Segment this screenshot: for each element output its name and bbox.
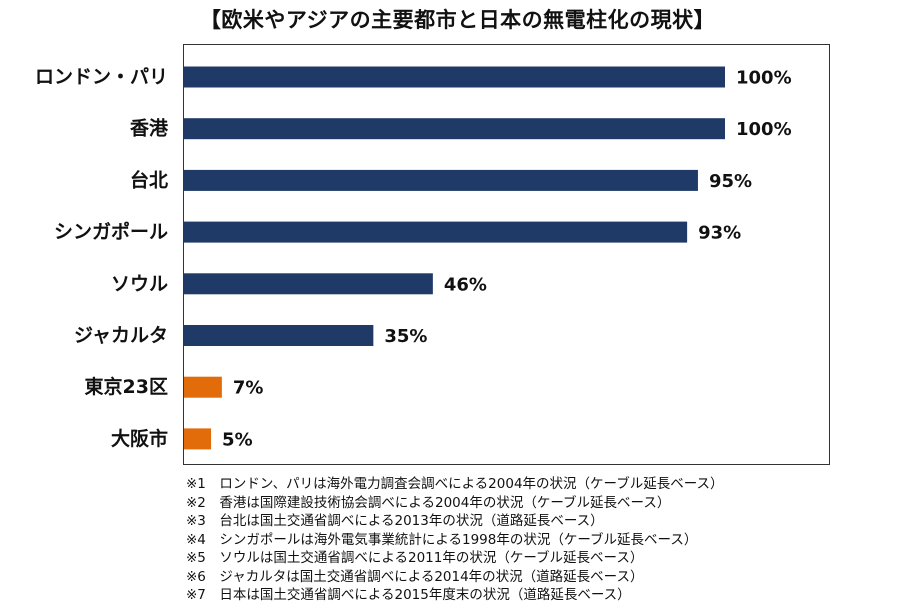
- bar: [184, 273, 433, 295]
- category-label: 台北: [130, 168, 168, 191]
- category-label: シンガポール: [54, 220, 168, 243]
- bar: [184, 169, 698, 191]
- bar: [184, 221, 688, 243]
- bar: [184, 376, 222, 398]
- data-label: 5%: [222, 429, 253, 450]
- bar: [184, 325, 374, 346]
- data-label: 100%: [736, 119, 792, 140]
- footnote: ※6 ジャカルタは国土交通省調べによる2014年の状況（道路延長ベース）: [186, 568, 644, 585]
- category-label: ソウル: [111, 273, 168, 295]
- category-label: 東京23区: [85, 375, 168, 398]
- footnote: ※1 ロンドン、パリは海外電力調査会調べによる2004年の状況（ケーブル延長ベー…: [186, 476, 724, 492]
- data-label: 95%: [709, 171, 752, 192]
- plot-area: [183, 44, 830, 465]
- footnote: ※4 シンガポールは海外電気事業統計による1998年の状況（ケーブル延長ベース）: [186, 531, 698, 548]
- bar: [184, 118, 725, 140]
- data-label: 35%: [384, 326, 427, 347]
- category-label: ロンドン・パリ: [35, 66, 168, 88]
- category-label: 香港: [129, 118, 169, 140]
- footnote: ※2 香港は国際建設技術協会調べによる2004年の状況（ケーブル延長ベース）: [186, 494, 671, 511]
- bar-chart: ロンドン・パリ 100% 香港 100% 台北 95% シンガポール 93% ソウル 46% ジャカ…: [35, 66, 792, 450]
- bar: [184, 428, 212, 450]
- footnote: ※5 ソウルは国土交通省調べによる2011年の状況（ケーブル延長ベース）: [186, 550, 644, 566]
- data-label: 7%: [233, 378, 264, 399]
- category-label: 大阪市: [111, 427, 168, 450]
- data-label: 100%: [736, 68, 792, 89]
- footnote: ※3 台北は国土交通省調べによる2013年の状況（道路延長ベース）: [186, 513, 604, 529]
- data-label: 46%: [444, 274, 487, 295]
- data-label: 93%: [698, 223, 741, 244]
- footnote: ※7 日本は国土交通省調べによる2015年度末の状況（道路延長ベース）: [186, 587, 631, 603]
- chart-title: 【欧米やアジアの主要都市と日本の無電柱化の現状】: [199, 8, 716, 32]
- category-label: ジャカルタ: [74, 325, 168, 347]
- footnotes: ※1 ロンドン、パリは海外電力調査会調べによる2004年の状況（ケーブル延長ベー…: [186, 475, 886, 605]
- bar: [184, 66, 725, 88]
